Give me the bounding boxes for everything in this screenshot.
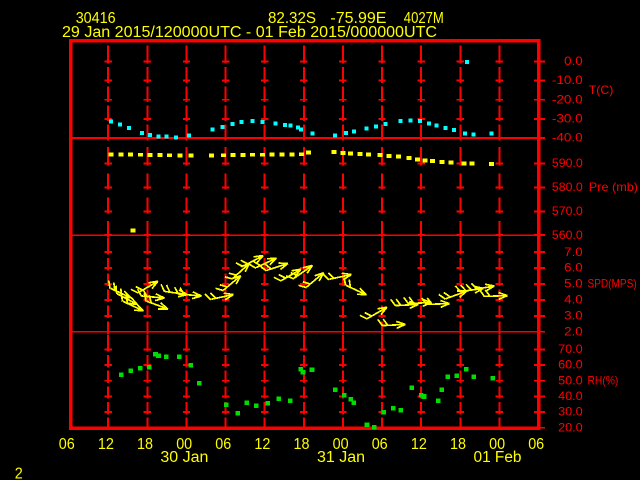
svg-text:RH(%): RH(%) (588, 374, 619, 387)
svg-text:06: 06 (59, 436, 75, 453)
svg-text:0.0: 0.0 (564, 55, 583, 68)
svg-text:30 Jan: 30 Jan (160, 449, 208, 466)
svg-text:570.0: 570.0 (552, 205, 583, 218)
svg-text:30416: 30416 (76, 10, 116, 27)
svg-text:06: 06 (215, 436, 231, 453)
svg-text:4.0: 4.0 (564, 294, 583, 307)
svg-text:-40.0: -40.0 (552, 132, 583, 145)
svg-text:-75.99E: -75.99E (330, 10, 386, 27)
svg-text:00: 00 (176, 436, 192, 453)
svg-text:82.32S: 82.32S (268, 10, 316, 27)
svg-text:18: 18 (294, 436, 310, 453)
svg-text:50.0: 50.0 (558, 374, 583, 387)
svg-text:560.0: 560.0 (552, 229, 583, 242)
svg-text:12: 12 (254, 436, 270, 453)
svg-text:18: 18 (137, 436, 153, 453)
svg-text:-10.0: -10.0 (552, 74, 583, 87)
svg-text:-20.0: -20.0 (552, 93, 583, 106)
svg-text:2.0: 2.0 (564, 325, 583, 338)
svg-text:29 Jan 2015/120000UTC - 01 Feb: 29 Jan 2015/120000UTC - 01 Feb 2015/0000… (62, 24, 437, 41)
svg-text:7.0: 7.0 (564, 246, 583, 259)
svg-text:5.0: 5.0 (564, 278, 583, 291)
svg-text:00: 00 (489, 436, 505, 453)
svg-text:4027M: 4027M (404, 10, 444, 27)
svg-text:31 Jan: 31 Jan (317, 449, 365, 466)
svg-text:2: 2 (15, 466, 23, 480)
svg-text:3.0: 3.0 (564, 309, 583, 322)
svg-text:70.0: 70.0 (558, 343, 583, 356)
svg-text:01 Feb: 01 Feb (474, 449, 522, 466)
svg-text:Pre (mb): Pre (mb) (589, 181, 638, 194)
svg-text:580.0: 580.0 (552, 181, 583, 194)
svg-text:6.0: 6.0 (564, 262, 583, 275)
svg-text:06: 06 (528, 436, 544, 453)
svg-text:60.0: 60.0 (558, 359, 583, 372)
svg-text:30.0: 30.0 (558, 406, 583, 419)
svg-text:12: 12 (411, 436, 427, 453)
svg-text:00: 00 (333, 436, 349, 453)
svg-text:40.0: 40.0 (558, 390, 583, 403)
svg-text:06: 06 (372, 436, 388, 453)
svg-text:T(C): T(C) (589, 84, 614, 97)
svg-text:SPD(MPS): SPD(MPS) (588, 278, 637, 291)
svg-text:-30.0: -30.0 (552, 113, 583, 126)
svg-text:18: 18 (450, 436, 466, 453)
svg-text:12: 12 (98, 436, 114, 453)
svg-text:590.0: 590.0 (552, 157, 583, 170)
svg-text:20.0: 20.0 (558, 421, 583, 434)
